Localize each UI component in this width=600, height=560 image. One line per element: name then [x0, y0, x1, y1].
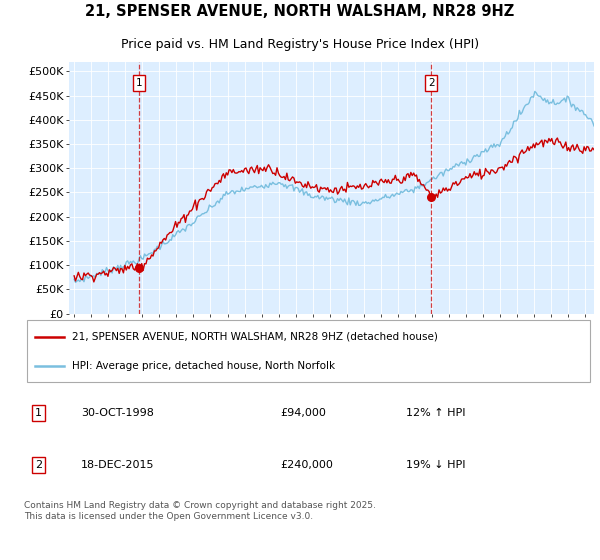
Text: HPI: Average price, detached house, North Norfolk: HPI: Average price, detached house, Nort…	[73, 361, 335, 371]
Text: 2: 2	[35, 460, 42, 470]
Text: 1: 1	[136, 78, 143, 88]
Text: 2: 2	[428, 78, 434, 88]
Text: 19% ↓ HPI: 19% ↓ HPI	[406, 460, 466, 470]
Text: 21, SPENSER AVENUE, NORTH WALSHAM, NR28 9HZ (detached house): 21, SPENSER AVENUE, NORTH WALSHAM, NR28 …	[73, 332, 439, 342]
Text: Price paid vs. HM Land Registry's House Price Index (HPI): Price paid vs. HM Land Registry's House …	[121, 38, 479, 50]
FancyBboxPatch shape	[27, 320, 590, 382]
Text: 21, SPENSER AVENUE, NORTH WALSHAM, NR28 9HZ: 21, SPENSER AVENUE, NORTH WALSHAM, NR28 …	[85, 4, 515, 19]
Text: £240,000: £240,000	[281, 460, 334, 470]
Text: 1: 1	[35, 408, 42, 418]
Point	[427, 193, 436, 202]
Text: 30-OCT-1998: 30-OCT-1998	[81, 408, 154, 418]
Text: £94,000: £94,000	[281, 408, 326, 418]
Text: Contains HM Land Registry data © Crown copyright and database right 2025.
This d: Contains HM Land Registry data © Crown c…	[24, 501, 376, 521]
Point	[134, 264, 144, 273]
Text: 12% ↑ HPI: 12% ↑ HPI	[406, 408, 466, 418]
Text: 18-DEC-2015: 18-DEC-2015	[81, 460, 155, 470]
